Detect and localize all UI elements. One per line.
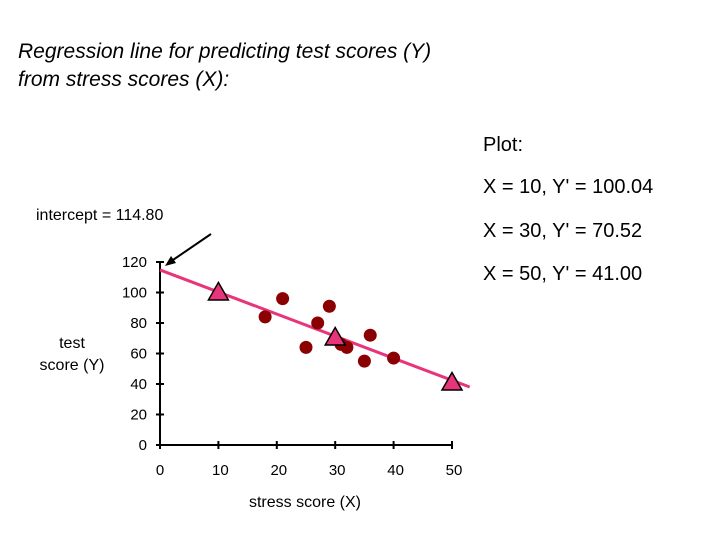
predicted-marker [323,325,347,346]
x-axis-label: stress score (X) [249,494,361,511]
plot-point-text-2: X = 30, Y' = 70.52 [483,220,643,242]
intercept-arrow [169,233,212,263]
y-tick-label: 120 [122,254,147,271]
axes: 0 20 40 60 80 100 120 0 10 20 30 40 50 [122,254,462,479]
x-tick-label: 50 [446,462,463,479]
title-line-2: from stress scores (X): [18,68,230,91]
plot-point-text-1: X = 10, Y' = 100.04 [483,176,654,198]
data-point [322,299,336,313]
chart-title: Regression line for predicting test scor… [18,38,431,94]
plot-label: Plot: [483,134,524,156]
y-tick-label: 20 [130,407,147,424]
data-point [276,292,290,306]
x-tick-label: 20 [270,462,287,479]
predicted-marker [207,280,230,301]
y-tick-label: 100 [122,285,147,302]
data-point [363,328,377,342]
y-tick-label: 60 [130,346,147,363]
title-line-1: Regression line for predicting test scor… [18,40,432,63]
plot-point-text-3: X = 50, Y' = 41.00 [483,263,643,285]
data-point [311,316,325,330]
x-tick-label: 0 [156,462,164,479]
y-axis-label-line-1: test [59,335,85,352]
y-tick-label: 0 [139,437,147,454]
y-axis-label-line-2: score (Y) [39,357,105,374]
data-point [387,351,401,365]
x-tick-label: 10 [212,462,229,479]
x-tick-label: 30 [329,462,346,479]
data-point [258,310,272,324]
intercept-label: intercept = 114.80 [36,207,164,224]
data-point [299,340,313,354]
y-tick-label: 40 [130,376,147,393]
intercept-arrowhead [165,256,176,266]
data-points [258,292,401,368]
predicted-marker [440,370,464,391]
data-point [357,354,371,368]
x-tick-label: 40 [387,462,404,479]
predicted-markers [207,280,464,391]
y-tick-label: 80 [130,315,147,332]
y-axis-label: test score (Y) [32,333,112,377]
